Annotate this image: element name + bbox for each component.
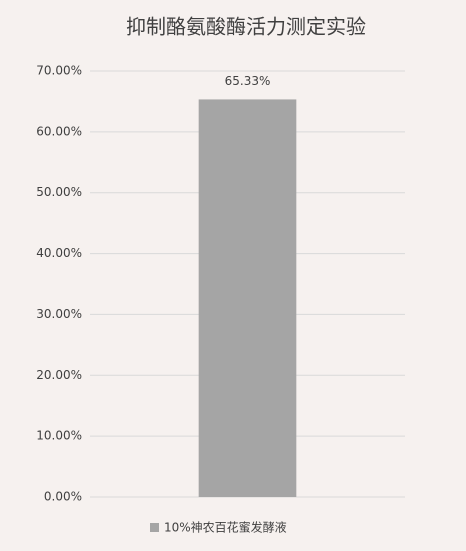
bar [198, 99, 297, 497]
y-tick-label: 30.00% [36, 307, 82, 321]
data-label: 65.33% [225, 74, 271, 88]
y-tick-label: 70.00% [36, 64, 82, 78]
y-tick-label: 20.00% [36, 368, 82, 382]
chart-title: 抑制酪氨酸酶活力测定实验 [126, 15, 366, 39]
y-tick-label: 50.00% [36, 185, 82, 199]
y-tick-label: 10.00% [36, 429, 82, 443]
y-tick-label: 60.00% [36, 124, 82, 138]
legend-label: 10%神农百花蜜发酵液 [164, 520, 287, 535]
legend-swatch [150, 523, 159, 532]
y-tick-label: 40.00% [36, 246, 82, 260]
y-tick-label: 0.00% [44, 490, 82, 504]
